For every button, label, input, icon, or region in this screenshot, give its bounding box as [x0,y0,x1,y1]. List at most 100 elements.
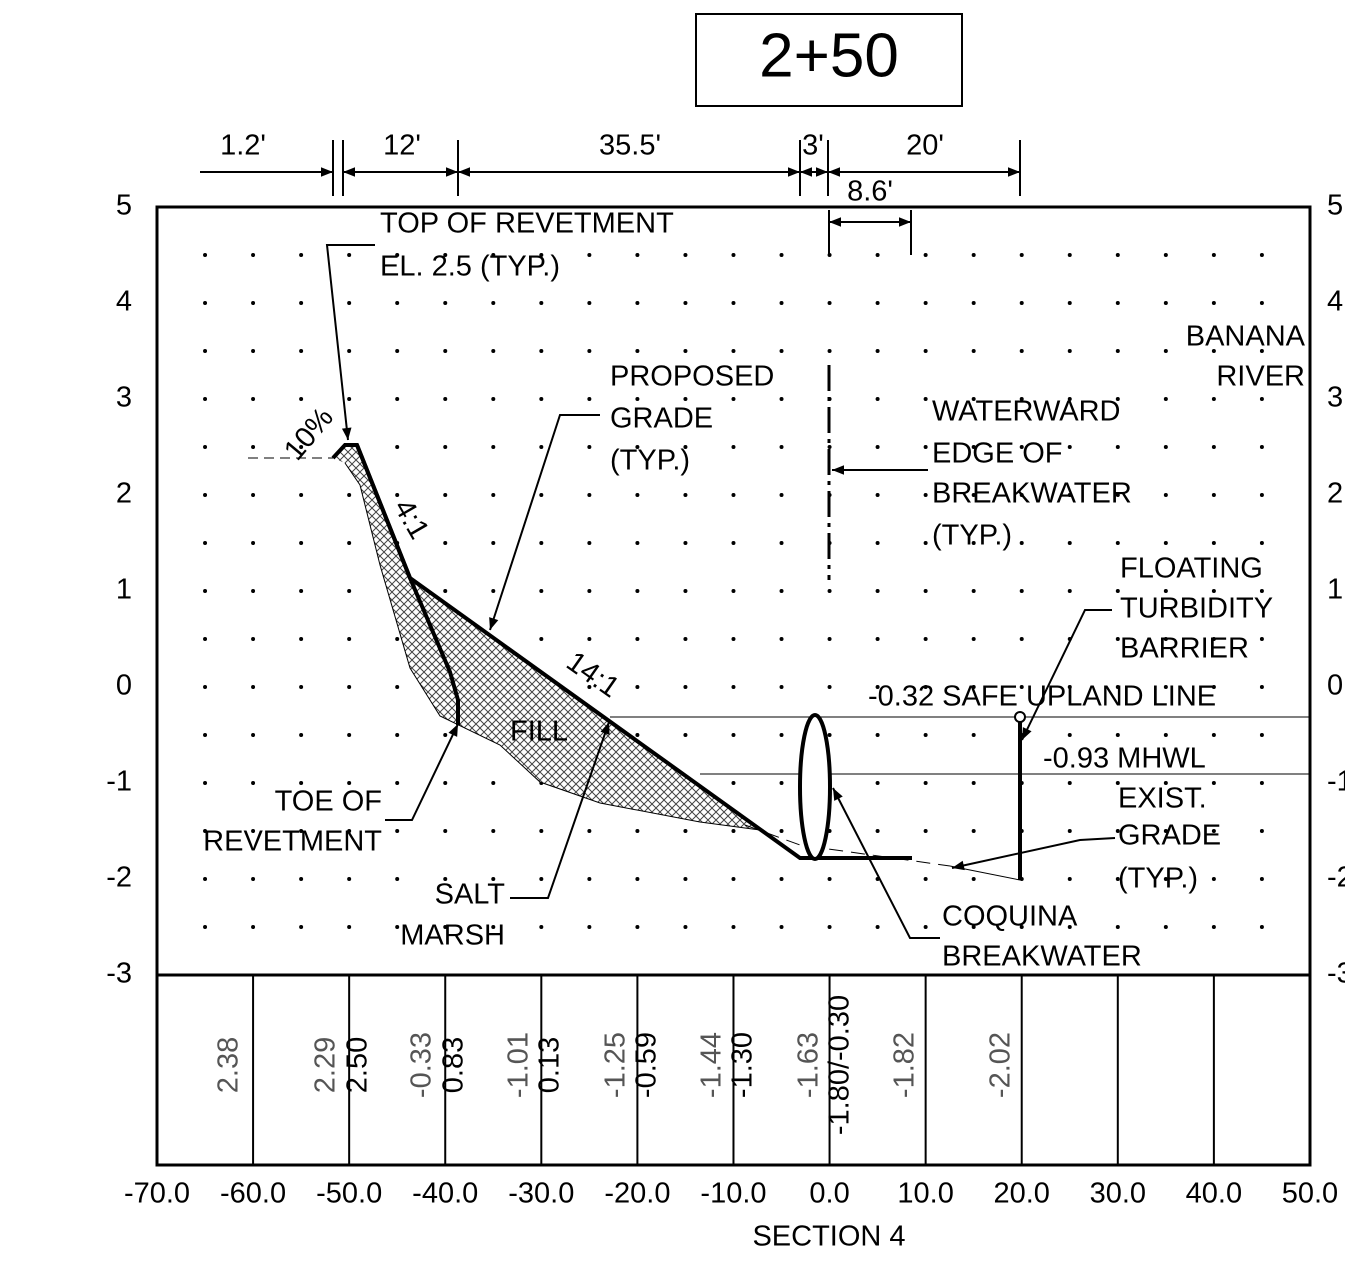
grid-dot [827,925,832,929]
x-tick-label: -20.0 [604,1178,670,1210]
grid-dot [587,397,592,401]
slope-label: 10% [278,402,340,467]
y-tick-label-right: 2 [1327,478,1343,510]
grid-dot [203,493,208,497]
grid-dot [203,349,208,353]
grid-dot [683,877,688,881]
elevation-label: -1.63 [793,1032,825,1098]
grid-dot [1163,733,1168,737]
grid-dot [443,877,448,881]
grid-dot [539,541,544,545]
grid-dot [731,589,736,593]
grid-dot [875,733,880,737]
grid-dot [347,829,352,833]
grid-dot [1163,829,1168,833]
grid-dot [587,493,592,497]
grid-dot [1115,301,1120,305]
leader [510,721,610,899]
grid-dot [395,829,400,833]
grid-dot [395,493,400,497]
grid-dot [731,925,736,929]
grid-dot [923,349,928,353]
grid-dot [779,637,784,641]
grid-dot [203,733,208,737]
grid-dot [779,301,784,305]
y-tick-label-right: 0 [1327,670,1343,702]
grid-dot [971,253,976,257]
grid-dot [251,541,256,545]
grid-dot [1163,685,1168,689]
grid-dot [1019,397,1024,401]
grid-dot [1259,349,1264,353]
grid-dot [827,301,832,305]
grid-dot [1211,589,1216,593]
grid-dot [539,397,544,401]
grid-dot [779,397,784,401]
annotation: (TYP.) [1118,863,1198,895]
grid-dot [395,349,400,353]
grid-dot [203,877,208,881]
grid-dot [683,349,688,353]
grid-dot [587,637,592,641]
grid-dot [1259,301,1264,305]
grid-dot [971,397,976,401]
grid-dot [539,253,544,257]
grid-dot [827,733,832,737]
grid-dot [1115,829,1120,833]
leader [325,244,375,441]
grid-dot [1259,733,1264,737]
grid-dot [395,781,400,785]
grid-dot [1211,253,1216,257]
grid-dot [347,781,352,785]
annotation: FLOATING [1120,553,1263,585]
x-tick-label: 40.0 [1186,1178,1242,1210]
grid-dot [923,925,928,929]
existing-grade [949,865,1021,881]
grid-dot [347,349,352,353]
grid-dot [347,685,352,689]
grid-dot [779,781,784,785]
grid-dot [299,589,304,593]
grid-dot [731,637,736,641]
grid-dot [587,829,592,833]
grid-dot [491,781,496,785]
elevation-label: 2.50 [342,1037,374,1093]
grid-dot [395,733,400,737]
x-tick-label: 10.0 [897,1178,953,1210]
grid-dot [731,445,736,449]
x-tick-label: 20.0 [993,1178,1049,1210]
grid-dot [635,253,640,257]
grid-dot [1115,781,1120,785]
y-tick-label: -2 [106,862,132,894]
y-tick-label: 4 [116,286,132,318]
grid-dot [827,685,832,689]
grid-dot [539,445,544,449]
grid-dot [1259,397,1264,401]
grid-dot [1067,733,1072,737]
grid-dot [1067,349,1072,353]
grid-dot [923,253,928,257]
grid-dot [491,445,496,449]
grid-dot [251,253,256,257]
grid-dot [251,877,256,881]
grid-dot [299,349,304,353]
grid-dot [635,589,640,593]
grid-dot [635,685,640,689]
grid-dot [1019,253,1024,257]
grid-dot [635,925,640,929]
elevation-label: 0.83 [438,1037,470,1093]
grid-dot [1115,925,1120,929]
grid-dot [203,397,208,401]
grid-dot [203,925,208,929]
grid-dot [395,637,400,641]
grid-dot [827,877,832,881]
grid-dot [923,445,928,449]
grid-dot [251,637,256,641]
annotation: TOE OF [275,786,382,818]
grid-dot [827,589,832,593]
annotation: GRADE [610,403,713,435]
grid-dot [587,301,592,305]
grid-dot [683,733,688,737]
grid-dot [971,445,976,449]
grid-dot [203,781,208,785]
